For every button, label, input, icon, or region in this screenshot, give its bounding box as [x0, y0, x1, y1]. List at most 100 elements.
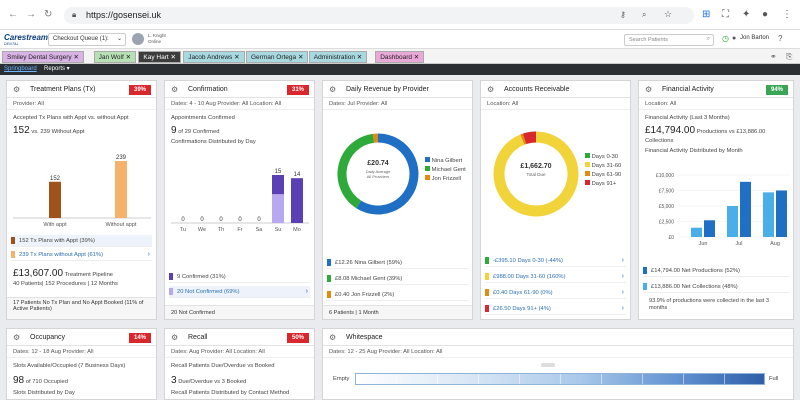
- tick-label: £5,000: [659, 204, 675, 210]
- list-item[interactable]: -£395.10 Days 0-30 (-44%) ›: [485, 255, 626, 267]
- list-item[interactable]: 152 Tx Plans with Appt (39%): [11, 235, 152, 247]
- search-patients-input[interactable]: Search Patients ⌕: [624, 34, 714, 46]
- data-label: 0: [238, 217, 242, 223]
- list-item[interactable]: £14,794.00 Net Productions (52%): [643, 265, 789, 277]
- data-label: 0: [219, 217, 223, 223]
- list-item[interactable]: £988.00 Days 31-60 (160%) ›: [485, 271, 626, 283]
- summary-text: of 710 Occupied: [25, 379, 68, 385]
- filter-text[interactable]: Provider: All: [7, 99, 156, 110]
- filter-text[interactable]: Location: All: [639, 99, 793, 110]
- filter-text[interactable]: Dates: Aug Provider: All Location: All: [165, 347, 314, 358]
- profile-icon[interactable]: ●: [762, 9, 769, 20]
- patient-tab[interactable]: Administration ✕: [308, 51, 368, 63]
- list-item[interactable]: £26.50 Days 91+ (4%) ›: [485, 303, 626, 315]
- subtitle: Recall Patients Due/Overdue vs Booked: [171, 363, 275, 369]
- user-name[interactable]: Jon Barton: [740, 35, 770, 41]
- donut-slice: [337, 133, 375, 209]
- gear-icon[interactable]: ⚙: [171, 333, 179, 342]
- springboard-link[interactable]: Springboard: [4, 66, 37, 72]
- patient-tab[interactable]: Jacob Andrews ✕: [183, 51, 245, 63]
- menu-icon[interactable]: ⋮: [782, 9, 792, 20]
- checkout-queue-select[interactable]: Checkout Queue (1): ⌄: [48, 33, 126, 46]
- whitespace-card: ⚙ Whitespace Dates: 12 - 25 Aug Provider:…: [322, 328, 794, 400]
- help-icon[interactable]: ?: [778, 34, 783, 43]
- list-item[interactable]: £0.40 Jon Frizzell (2%): [327, 289, 468, 301]
- bar: [691, 227, 702, 237]
- scroll-indicator[interactable]: [541, 363, 555, 367]
- reload-icon[interactable]: ↻: [44, 9, 53, 20]
- donut-slice: [520, 133, 527, 145]
- patient-tab[interactable]: Kay Hart ✕: [138, 51, 181, 63]
- summary-value: 98: [13, 375, 25, 386]
- donut-center-value: £20.74: [367, 160, 389, 167]
- list-item[interactable]: £12.26 Nina Gilbert (59%): [327, 257, 468, 269]
- data-label: 239: [116, 155, 127, 161]
- list-item[interactable]: £0.40 Days 61-90 (0%) ›: [485, 287, 626, 299]
- revenue-donut: [337, 133, 419, 215]
- patient-tabs: Smiley Dental Surgery ✕ Jan Wolf ✕ Kay Har…: [0, 49, 800, 64]
- full-label: Full: [769, 376, 779, 382]
- bookmark-star-icon[interactable]: ☆: [664, 9, 673, 19]
- extensions-icon[interactable]: ✦: [742, 9, 751, 20]
- filter-text[interactable]: Dates: 4 - 10 Aug Provider: All Location…: [165, 99, 314, 110]
- gear-icon[interactable]: ⚙: [13, 333, 21, 342]
- address-bar[interactable]: 🔒︎ https://gosensei.uk ⚷ ⌕ ☆: [64, 7, 694, 24]
- browser-toolbar: ← → ↻ 🔒︎ https://gosensei.uk ⚷ ⌕ ☆ ⊞ ⛶ ✦…: [0, 0, 800, 30]
- search-icon: ⌕: [706, 36, 710, 42]
- card-footer[interactable]: 20 Not Confirmed: [165, 305, 314, 319]
- card-title: Treatment Plans (Tx): [30, 86, 96, 93]
- daily-revenue-card: ⚙ Daily Revenue by Provider Dates: Jul Pr…: [322, 80, 473, 320]
- gear-icon[interactable]: ⚙: [645, 85, 653, 94]
- pipeline-value: £13,607.00: [13, 268, 64, 279]
- subnav: Springboard Reports ▾: [0, 64, 800, 75]
- bar: [115, 161, 127, 218]
- tick-label: Aug: [770, 241, 780, 247]
- zoom-icon[interactable]: ⌕: [642, 10, 647, 19]
- filter-text[interactable]: Dates: 12 - 25 Aug Provider: All Locatio…: [323, 347, 793, 358]
- windows-icon[interactable]: ⊞: [702, 9, 711, 20]
- status-badge: 39%: [128, 85, 151, 95]
- tick-label: Mo: [293, 227, 301, 233]
- card-title: Accounts Receivable: [504, 86, 570, 93]
- gear-icon[interactable]: ⚙: [487, 85, 495, 94]
- forward-icon[interactable]: →: [26, 9, 36, 20]
- filter-text[interactable]: Location: All: [481, 99, 630, 110]
- card-footer[interactable]: 17 Patients No Tx Plan and No Appt Booke…: [7, 297, 156, 319]
- patient-tab[interactable]: Smiley Dental Surgery ✕: [2, 51, 84, 63]
- patient-tab[interactable]: Dashboard ✕: [375, 51, 425, 63]
- data-label: 0: [200, 217, 204, 223]
- screen-capture-icon[interactable]: ⛶: [722, 9, 729, 20]
- gear-icon[interactable]: ⚙: [13, 85, 21, 94]
- list-item[interactable]: 239 Tx Plans without Appt (61%) ›: [11, 249, 152, 261]
- card-footer[interactable]: 6 Patients | 1 Month: [323, 305, 472, 319]
- clock-icon[interactable]: ◷: [722, 34, 729, 43]
- gear-icon[interactable]: ⚙: [329, 85, 337, 94]
- back-icon[interactable]: ←: [8, 9, 18, 20]
- confirmations-chart: 0 Tu 0 We 0 Th 0 Fr 0 Sa 15 Su 14 Mo: [171, 169, 309, 233]
- avatar[interactable]: [132, 33, 144, 45]
- list-item[interactable]: 9 Confirmed (31%): [169, 271, 310, 283]
- subtitle-2: Confirmations Distributed by Day: [171, 139, 256, 145]
- list-item[interactable]: 20 Not Confirmed (69%) ›: [169, 286, 310, 298]
- tick-label: With appt: [43, 222, 67, 228]
- summary-value: £14,794.00: [645, 125, 696, 136]
- gear-icon[interactable]: ⚙: [329, 333, 337, 342]
- list-item[interactable]: £8.08 Michael Gent (39%): [327, 273, 468, 285]
- attach-icon[interactable]: ⎘: [786, 52, 793, 61]
- patient-tab[interactable]: Jan Wolf ✕: [93, 51, 137, 63]
- tick-label: Sa: [256, 227, 264, 233]
- bar: [740, 181, 751, 237]
- gear-icon[interactable]: ⚙: [171, 85, 179, 94]
- list-item[interactable]: £13,886.00 Net Collections (48%): [643, 281, 789, 293]
- key-icon[interactable]: ⚷: [620, 10, 626, 19]
- card-title: Daily Revenue by Provider: [346, 86, 429, 93]
- tick-label: Jul: [735, 241, 742, 247]
- data-label: 152: [50, 176, 61, 182]
- tick-label: Th: [218, 227, 224, 233]
- filter-text[interactable]: Dates: 12 - 18 Aug Provider: All: [7, 347, 156, 358]
- summary-value: 9: [171, 125, 177, 136]
- reports-menu[interactable]: Reports ▾: [44, 66, 70, 72]
- patient-tab[interactable]: German Ortega ✕: [246, 51, 309, 63]
- link-icon[interactable]: ⚭: [770, 52, 777, 61]
- filter-text[interactable]: Dates: Jul Provider: All: [323, 99, 472, 110]
